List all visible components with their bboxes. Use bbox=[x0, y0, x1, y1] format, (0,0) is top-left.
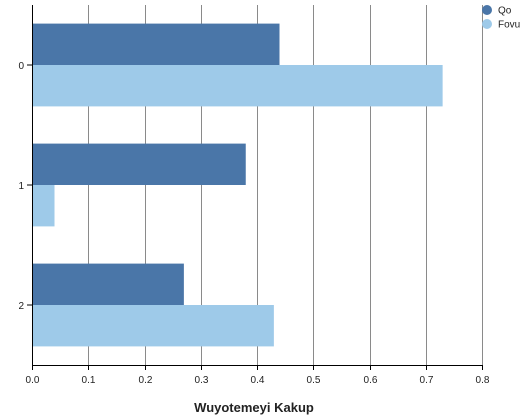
y-tick-label: 0 bbox=[18, 61, 24, 72]
bar bbox=[32, 185, 55, 227]
bar bbox=[32, 143, 246, 185]
x-tick-label: 0.2 bbox=[139, 375, 153, 386]
legend-label: Qo bbox=[498, 6, 512, 17]
bar bbox=[32, 263, 184, 305]
legend-swatch bbox=[482, 19, 492, 29]
legend: Qo Fovu bbox=[482, 5, 520, 31]
x-axis-title: Wuyotemeyi Kakup bbox=[194, 400, 314, 415]
y-tick-label: 2 bbox=[18, 301, 24, 312]
legend-swatch bbox=[482, 5, 492, 15]
bars bbox=[32, 23, 443, 347]
x-tick-label: 0.8 bbox=[476, 375, 490, 386]
x-tick-label: 0.5 bbox=[307, 375, 321, 386]
bar bbox=[32, 65, 443, 107]
axes bbox=[27, 5, 483, 370]
legend-label: Fovu bbox=[498, 20, 520, 31]
bar bbox=[32, 305, 274, 347]
y-tick-label: 1 bbox=[18, 181, 24, 192]
x-tick-label: 0.3 bbox=[195, 375, 209, 386]
x-tick-label: 0.6 bbox=[364, 375, 378, 386]
x-tick-label: 0.4 bbox=[251, 375, 265, 386]
tick-labels: 0.0 0.1 0.2 0.3 0.4 0.5 0.6 0.7 0.8 0 1 2 bbox=[18, 61, 489, 386]
x-tick-label: 0.7 bbox=[420, 375, 434, 386]
bar bbox=[32, 23, 280, 66]
x-tick-label: 0.1 bbox=[82, 375, 96, 386]
x-tick-label: 0.0 bbox=[26, 375, 40, 386]
